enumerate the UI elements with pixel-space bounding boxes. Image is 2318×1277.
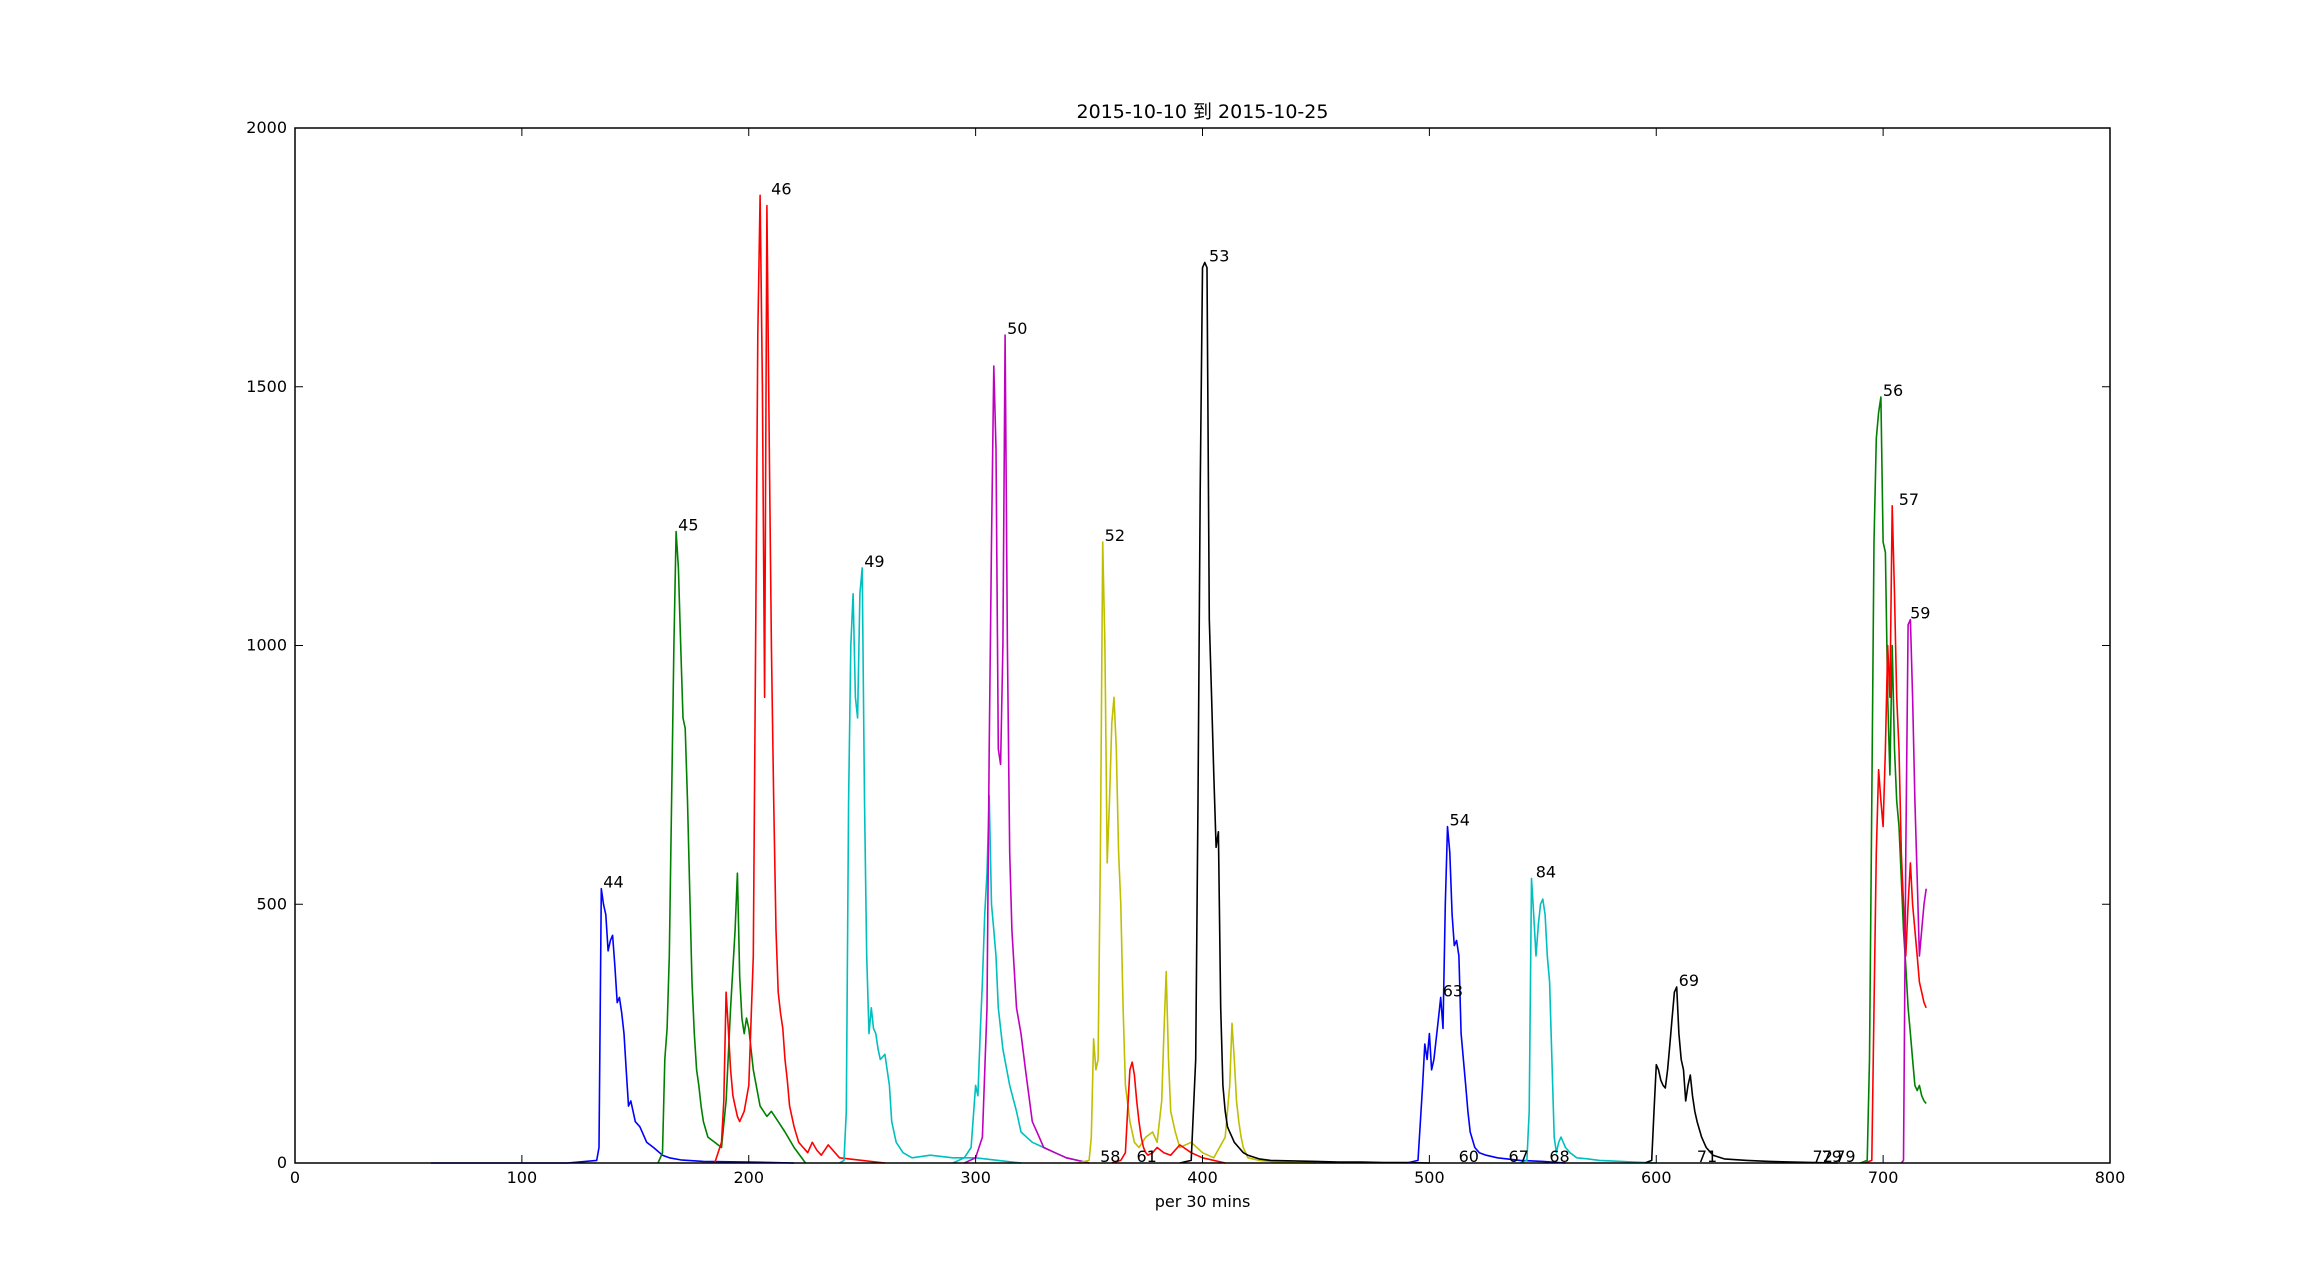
series-line-4 [839, 567, 1022, 1164]
peak-annotation: 58 [1100, 1147, 1120, 1166]
peak-annotation: 45 [678, 516, 698, 535]
peak-annotation: 79 [1822, 1147, 1842, 1166]
peak-annotation: 46 [771, 179, 791, 198]
x-tick-label: 500 [1414, 1168, 1445, 1187]
peak-annotation: 69 [1679, 971, 1699, 990]
series-line-2 [657, 530, 807, 1164]
x-tick-label: 400 [1187, 1168, 1218, 1187]
series-line-14 [1864, 504, 1927, 1164]
x-tick-label: 300 [960, 1168, 991, 1187]
peak-annotation: 68 [1549, 1147, 1569, 1166]
x-tick-label: 100 [507, 1168, 538, 1187]
peak-annotation: 49 [864, 552, 884, 571]
series-line-5 [952, 794, 1090, 1164]
series-line-8 [1111, 1061, 1226, 1164]
peak-annotation: 60 [1459, 1147, 1479, 1166]
series-line-15 [1900, 618, 1927, 1164]
peak-annotation: 67 [1509, 1147, 1529, 1166]
x-tick-label: 700 [1868, 1168, 1899, 1187]
y-tick-label: 2000 [246, 118, 287, 137]
series-line-1 [431, 887, 795, 1164]
peak-annotation: 50 [1007, 319, 1027, 338]
series-line-10 [1406, 825, 1566, 1164]
peak-annotation: 52 [1105, 526, 1125, 545]
series-line-13 [1860, 396, 1927, 1164]
series-line-6 [963, 334, 1090, 1164]
peak-annotation: 59 [1910, 604, 1930, 623]
peak-annotation: 72 [1813, 1147, 1833, 1166]
y-tick-label: 1500 [246, 377, 287, 396]
x-tick-label: 600 [1641, 1168, 1672, 1187]
tick-layer: 0 100 200 300 400 500 600 700 800 0 500 1000 1500 200… [246, 118, 2125, 1187]
chart-title: 2015-10-10 到 2015-10-25 [1077, 101, 1329, 123]
y-tick-label: 500 [256, 894, 287, 913]
series-line-11 [1519, 877, 1657, 1164]
x-tick-label: 200 [733, 1168, 764, 1187]
peak-annotation: 53 [1209, 247, 1229, 266]
peak-annotation: 71 [1697, 1147, 1717, 1166]
series-line-7 [1077, 541, 1316, 1164]
series-line-12 [1644, 986, 1838, 1164]
peak-annotation: 56 [1883, 381, 1903, 400]
x-tick-label: 0 [290, 1168, 300, 1187]
x-tick-label: 800 [2095, 1168, 2126, 1187]
series-line-3 [713, 194, 885, 1164]
y-tick-label: 0 [277, 1153, 287, 1172]
x-axis-label: per 30 mins [1155, 1192, 1251, 1211]
series-line-9 [1179, 261, 1430, 1164]
peak-annotation: 54 [1450, 811, 1470, 830]
peak-annotation: 84 [1536, 862, 1556, 881]
peak-annotation: 61 [1136, 1147, 1156, 1166]
peak-annotation: 79 [1835, 1147, 1855, 1166]
peak-annotation: 57 [1899, 490, 1919, 509]
peak-annotation: 44 [603, 873, 623, 892]
y-tick-label: 1000 [246, 636, 287, 655]
peak-annotation: 63 [1443, 981, 1463, 1000]
series-layer [431, 194, 1927, 1164]
annotation-layer: 44 45 46 49 50 52 53 54 63 84 69 56 57 59 58 61 60 67 68 71… [603, 179, 1930, 1166]
